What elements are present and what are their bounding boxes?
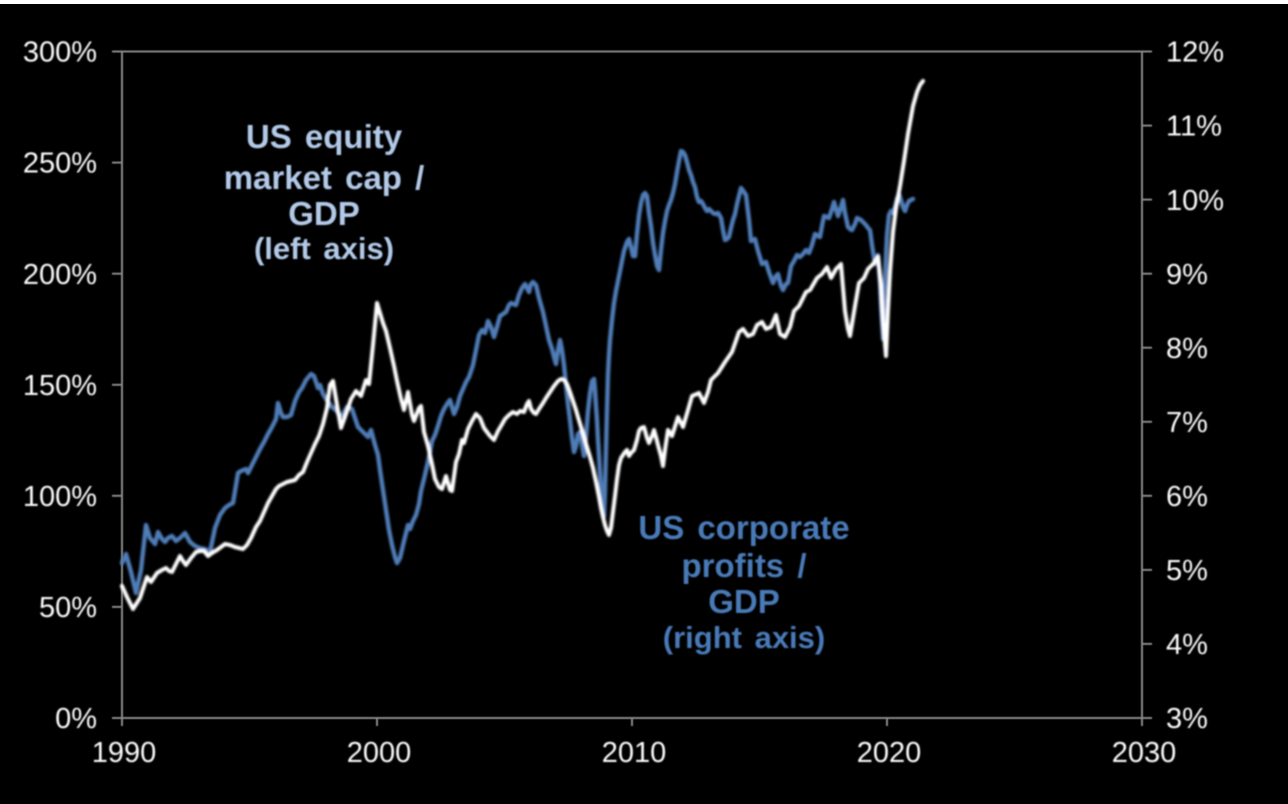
svg-text:US equity: US equity (246, 118, 403, 155)
svg-text:market cap /: market cap / (224, 159, 425, 196)
svg-text:7%: 7% (1166, 407, 1208, 439)
svg-text:12%: 12% (1166, 37, 1224, 69)
svg-text:3%: 3% (1166, 703, 1208, 735)
svg-text:5%: 5% (1166, 555, 1208, 587)
svg-text:1990: 1990 (92, 737, 157, 769)
svg-text:250%: 250% (23, 148, 97, 180)
svg-text:10%: 10% (1166, 185, 1224, 217)
svg-text:US corporate: US corporate (638, 509, 849, 546)
svg-text:300%: 300% (23, 37, 97, 69)
svg-text:GDP: GDP (708, 583, 780, 620)
svg-text:0%: 0% (55, 703, 97, 735)
svg-text:100%: 100% (23, 481, 97, 513)
svg-text:profits /: profits / (682, 547, 807, 584)
svg-text:9%: 9% (1166, 259, 1208, 291)
svg-text:4%: 4% (1166, 629, 1208, 661)
svg-text:6%: 6% (1166, 481, 1208, 513)
svg-text:200%: 200% (23, 259, 97, 291)
svg-text:150%: 150% (23, 370, 97, 402)
svg-text:GDP: GDP (288, 195, 360, 232)
svg-text:11%: 11% (1166, 111, 1222, 143)
svg-text:2010: 2010 (602, 737, 667, 769)
svg-text:(left axis): (left axis) (254, 231, 394, 266)
svg-text:2020: 2020 (857, 737, 922, 769)
svg-text:(right axis): (right axis) (663, 620, 825, 655)
svg-text:2000: 2000 (347, 737, 412, 769)
svg-text:8%: 8% (1166, 333, 1208, 365)
svg-text:2030: 2030 (1112, 737, 1177, 769)
svg-text:50%: 50% (39, 592, 97, 624)
